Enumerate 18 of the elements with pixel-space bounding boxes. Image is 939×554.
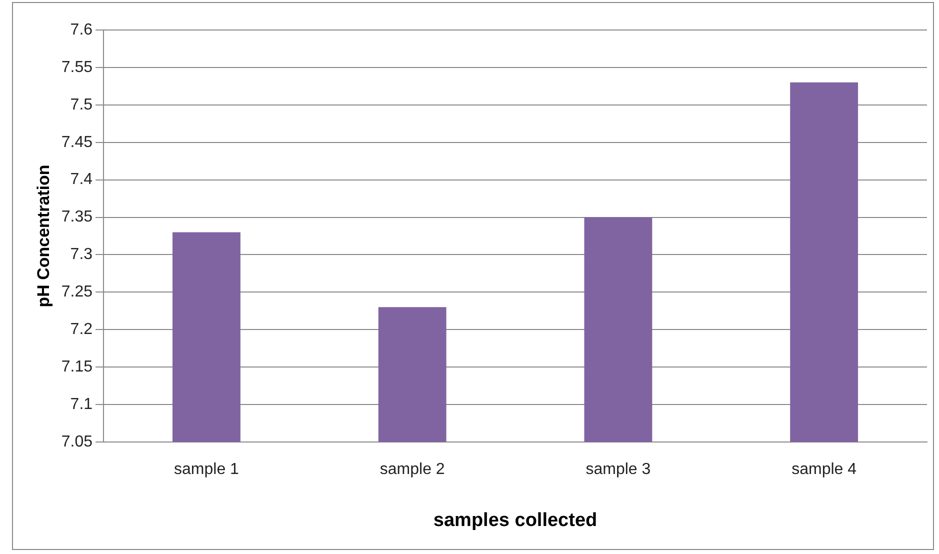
y-axis-title: pH Concentration xyxy=(34,164,53,308)
y-tick-label: 7.2 xyxy=(70,321,93,338)
x-axis-title: samples collected xyxy=(433,510,598,531)
y-tick-label: 7.25 xyxy=(61,284,93,301)
y-tick-label: 7.5 xyxy=(70,96,93,114)
x-tick-label: sample 1 xyxy=(174,461,240,478)
y-tick-label: 7.6 xyxy=(70,21,93,38)
y-tick-label: 7.05 xyxy=(61,433,93,450)
y-tick-label: 7.15 xyxy=(61,358,93,376)
x-tick-label: sample 2 xyxy=(380,461,445,478)
y-tick-label: 7.1 xyxy=(70,396,93,413)
y-tick-label: 7.45 xyxy=(61,134,93,151)
y-tick-label: 7.55 xyxy=(61,58,93,76)
x-tick-label: sample 4 xyxy=(792,461,857,478)
y-tick-label: 7.4 xyxy=(70,171,93,188)
y-tick-label: 7.3 xyxy=(70,246,93,264)
y-tick-label: 7.35 xyxy=(61,208,93,226)
x-tick-label: sample 3 xyxy=(586,461,651,478)
